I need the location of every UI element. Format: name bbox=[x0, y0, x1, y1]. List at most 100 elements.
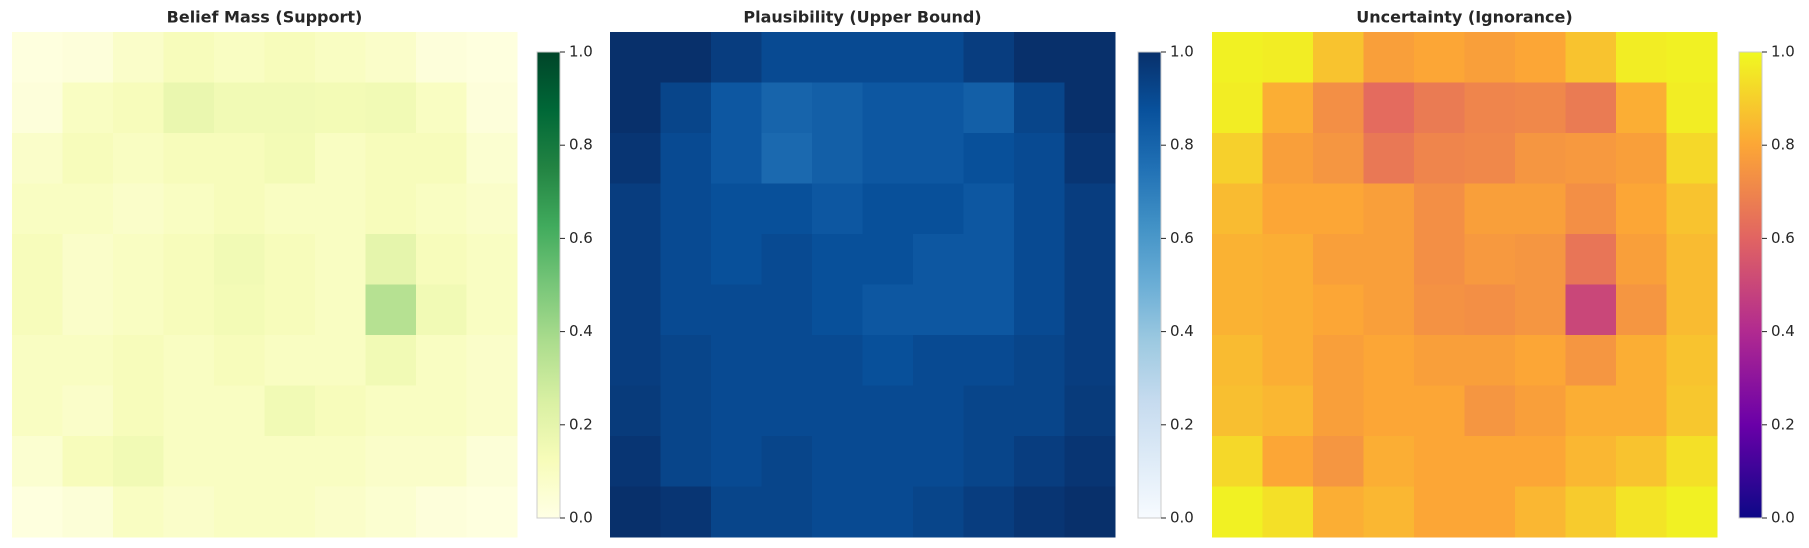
heatmap-cell bbox=[1565, 436, 1617, 487]
heatmap-cell bbox=[1515, 32, 1566, 83]
heatmap-cell bbox=[1616, 133, 1667, 184]
heatmap-cell bbox=[761, 335, 813, 386]
heatmap-cell bbox=[711, 234, 762, 285]
heatmap-cell bbox=[711, 82, 762, 134]
heatmap-cell bbox=[963, 183, 1015, 235]
heatmap-cell bbox=[711, 183, 762, 235]
heatmap-cell bbox=[416, 32, 467, 83]
heatmap-cell bbox=[365, 234, 417, 285]
heatmap-cell bbox=[12, 82, 63, 134]
heatmap-cell bbox=[610, 32, 661, 83]
heatmap-cell bbox=[1666, 133, 1718, 184]
heatmap-cell bbox=[466, 234, 518, 285]
heatmap-cell bbox=[1666, 385, 1718, 437]
heatmap-cell bbox=[12, 385, 63, 437]
heatmap-cell bbox=[1262, 385, 1314, 437]
heatmap-cell bbox=[1464, 385, 1516, 437]
heatmap-cell bbox=[610, 82, 661, 134]
colorbar-tick-label: 0.4 bbox=[1170, 322, 1194, 340]
colorbar bbox=[1137, 51, 1162, 519]
heatmap-cell bbox=[214, 133, 265, 184]
heatmap-cell bbox=[163, 486, 215, 538]
heatmap-cell bbox=[163, 32, 215, 83]
heatmap-cell bbox=[466, 436, 518, 487]
heatmap-cell bbox=[1565, 385, 1617, 437]
heatmap-cell bbox=[1666, 486, 1718, 538]
chart-title: Plausibility (Upper Bound) bbox=[743, 8, 981, 27]
heatmap-cell bbox=[315, 133, 366, 184]
heatmap-cell bbox=[466, 133, 518, 184]
heatmap-cell bbox=[1014, 385, 1065, 437]
heatmap-cell bbox=[1262, 133, 1314, 184]
heatmap-cell bbox=[315, 183, 366, 235]
heatmap-cell bbox=[1262, 436, 1314, 487]
heatmap-cell bbox=[963, 32, 1015, 83]
heatmap-cell bbox=[913, 335, 964, 386]
heatmap-cell bbox=[660, 32, 712, 83]
heatmap-cell bbox=[610, 436, 661, 487]
heatmap-cell bbox=[1414, 385, 1465, 437]
heatmap-cell bbox=[1262, 335, 1314, 386]
heatmap-cell bbox=[862, 385, 914, 437]
heatmap-cell bbox=[1212, 133, 1263, 184]
colorbar-tick-label: 0.0 bbox=[1771, 509, 1795, 527]
heatmap-cell bbox=[1666, 234, 1718, 285]
heatmap-cell bbox=[913, 133, 964, 184]
heatmap-cell bbox=[1363, 436, 1415, 487]
heatmap-cell bbox=[660, 284, 712, 336]
heatmap-cell bbox=[1363, 486, 1415, 538]
heatmap-cell bbox=[1464, 133, 1516, 184]
heatmap-cell bbox=[264, 82, 316, 134]
heatmap-cell bbox=[62, 284, 114, 336]
heatmap-cell bbox=[913, 82, 964, 134]
heatmap-cell bbox=[761, 385, 813, 437]
heatmap-cell bbox=[711, 133, 762, 184]
heatmap-cell bbox=[1014, 183, 1065, 235]
heatmap-cell bbox=[1363, 32, 1415, 83]
heatmap-cell bbox=[660, 335, 712, 386]
heatmap-cell bbox=[1565, 32, 1617, 83]
heatmap-cell bbox=[1212, 335, 1263, 386]
heatmap-cell bbox=[761, 436, 813, 487]
heatmap-cell bbox=[416, 385, 467, 437]
heatmap-cell bbox=[1666, 82, 1718, 134]
heatmap-cell bbox=[761, 183, 813, 235]
heatmap-cell bbox=[1666, 436, 1718, 487]
heatmap-cell bbox=[113, 234, 164, 285]
heatmap-cell bbox=[1313, 284, 1364, 336]
heatmap-cell bbox=[862, 133, 914, 184]
heatmap-cell bbox=[315, 335, 366, 386]
heatmap-cell bbox=[365, 32, 417, 83]
heatmap-cell bbox=[862, 183, 914, 235]
heatmap-cell bbox=[1064, 486, 1116, 538]
heatmap-cell bbox=[315, 436, 366, 487]
heatmap-cell bbox=[660, 82, 712, 134]
heatmap-cell bbox=[315, 234, 366, 285]
heatmap-cell bbox=[365, 82, 417, 134]
heatmap-cell bbox=[113, 183, 164, 235]
heatmap-cell bbox=[1464, 486, 1516, 538]
heatmap-cell bbox=[365, 385, 417, 437]
heatmap-cell bbox=[1616, 234, 1667, 285]
heatmap-cell bbox=[163, 183, 215, 235]
heatmap-cell bbox=[1313, 436, 1364, 487]
heatmap-cell bbox=[1064, 385, 1116, 437]
heatmap-cell bbox=[1363, 385, 1415, 437]
heatmap-cell bbox=[214, 486, 265, 538]
heatmap-cell bbox=[466, 32, 518, 83]
heatmap-cell bbox=[214, 284, 265, 336]
heatmap-cell bbox=[1616, 436, 1667, 487]
heatmap-cell bbox=[1014, 82, 1065, 134]
heatmap-cell bbox=[1464, 32, 1516, 83]
heatmap-cell bbox=[1363, 335, 1415, 386]
heatmap-cell bbox=[1064, 436, 1116, 487]
heatmap-cell bbox=[862, 32, 914, 83]
heatmap-cell bbox=[1616, 32, 1667, 83]
heatmap-cell bbox=[1464, 82, 1516, 134]
heatmap-cell bbox=[761, 284, 813, 336]
heatmap-cell bbox=[1014, 335, 1065, 386]
heatmap-cell bbox=[113, 82, 164, 134]
heatmap-cell bbox=[1515, 284, 1566, 336]
heatmap-cell bbox=[1515, 486, 1566, 538]
colorbar bbox=[536, 51, 561, 519]
